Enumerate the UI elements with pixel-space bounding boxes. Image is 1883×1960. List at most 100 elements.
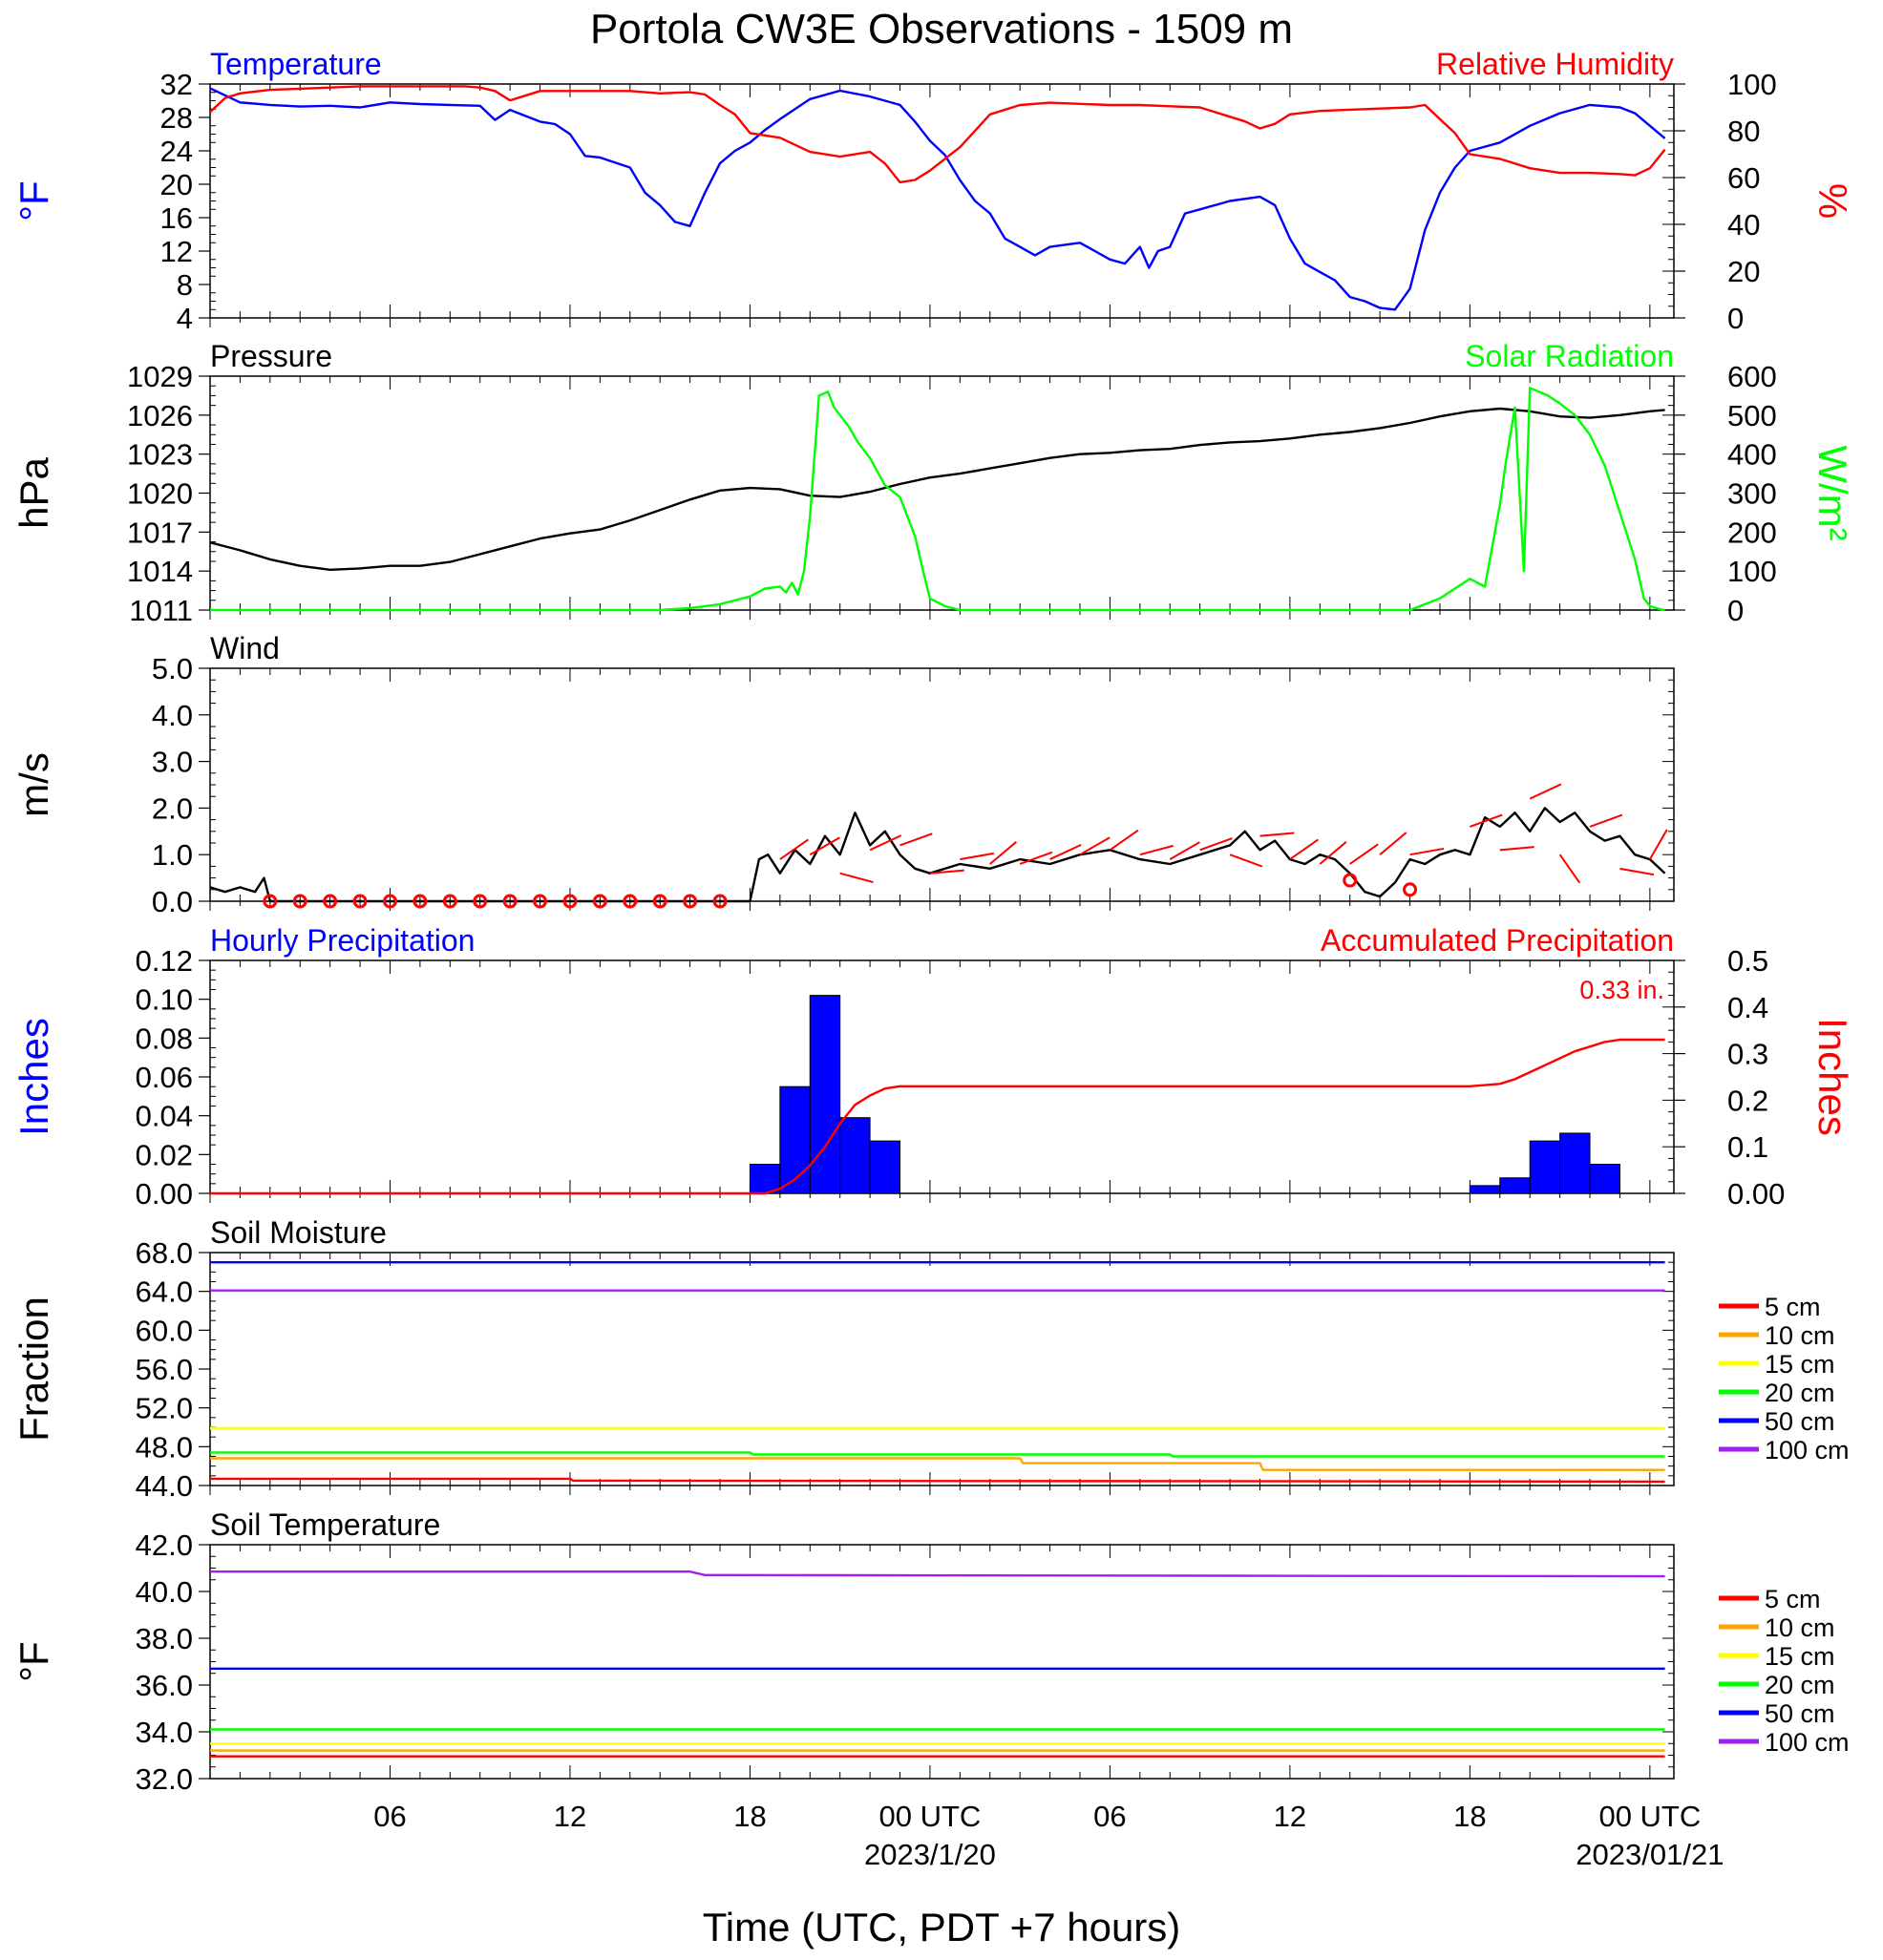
wind-barb — [1019, 851, 1053, 865]
y-tick-label-right: 0.1 — [1727, 1130, 1768, 1164]
wind-barb — [1349, 843, 1379, 865]
calm-wind-marker — [382, 894, 397, 909]
precip-bar — [839, 1117, 871, 1194]
y-tick-label-left: 12 — [160, 235, 193, 268]
calm-wind-marker — [502, 894, 518, 909]
y-tick-label-right: 0 — [1727, 594, 1744, 627]
x-tick-labels: 06 12 18 00 UTC 2023/1/20 06 12 18 00 UTC 2023/01… — [373, 1800, 1724, 1871]
y-tick-label-left: 5.0 — [152, 652, 193, 685]
precip-bar — [1499, 1177, 1531, 1194]
y-tick-label-right: 0.3 — [1727, 1038, 1768, 1071]
panel-title-right: Relative Humidity — [1436, 47, 1674, 81]
legend-label: 5 cm — [1765, 1293, 1821, 1321]
calm-wind-marker — [442, 894, 457, 909]
legend-label: 100 cm — [1765, 1436, 1850, 1465]
y-tick-label-right: 500 — [1727, 399, 1777, 432]
y-tick-label-left: 0.00 — [136, 1177, 193, 1211]
y-tick-label-right: 80 — [1727, 115, 1760, 148]
panel-title-right: Solar Radiation — [1465, 339, 1674, 373]
y-tick-label-left: 3.0 — [152, 746, 193, 779]
y-tick-label-left: 44.0 — [136, 1469, 193, 1503]
legend-label: 20 cm — [1765, 1671, 1835, 1699]
x-tick-label: 00 UTC — [1598, 1800, 1701, 1833]
wind-barb — [1169, 841, 1200, 860]
precip-bar — [779, 1085, 811, 1194]
y-tick-label-left: 1029 — [127, 360, 193, 393]
plot-frame — [209, 1252, 1675, 1486]
y-tick-label-left: 1011 — [129, 594, 193, 627]
y-tick-label-left: 42.0 — [136, 1528, 193, 1562]
y-axis-label-left: m/s — [11, 752, 56, 817]
x-tick-label: 06 — [1093, 1800, 1126, 1833]
series-100-cm — [210, 1570, 1665, 1578]
calm-wind-marker — [263, 894, 278, 909]
panel-soil_moisture: 44.0 48.0 52.0 56.0 60.0 64.0 68.0 Soil Moistur… — [11, 1215, 1850, 1503]
calm-wind-marker — [712, 894, 728, 909]
y-tick-label-left: 36.0 — [136, 1669, 193, 1702]
y-axis-label-right: % — [1810, 183, 1855, 219]
y-tick-label-right: 0.2 — [1727, 1084, 1768, 1117]
precip-bar — [1559, 1132, 1591, 1194]
legend-label: 100 cm — [1765, 1728, 1850, 1757]
y-tick-label-left: 1026 — [127, 399, 193, 432]
precip-bar — [1529, 1140, 1561, 1194]
y-tick-label-left: 16 — [160, 201, 193, 235]
series-temperature — [209, 87, 1666, 311]
series-relative-humidity — [209, 85, 1666, 184]
panel-title-left: Soil Temperature — [210, 1507, 440, 1542]
precip-bar — [1589, 1164, 1620, 1194]
wind-barb — [1558, 854, 1581, 884]
panel-title-left: Temperature — [210, 47, 382, 81]
x-tick-label: 06 — [373, 1800, 406, 1833]
y-tick-label-right: 60 — [1727, 161, 1760, 195]
panel-title-left: Hourly Precipitation — [210, 923, 475, 958]
calm-wind-marker — [683, 894, 698, 909]
calm-wind-marker — [1343, 873, 1358, 888]
y-axis-label-right: W/m² — [1810, 445, 1855, 540]
x-axis-label: Time (UTC, PDT +7 hours) — [703, 1905, 1181, 1949]
y-tick-label-right: 100 — [1727, 68, 1777, 101]
wind-barb — [1199, 837, 1233, 852]
calm-wind-marker — [592, 894, 607, 909]
y-tick-label-left: 1023 — [127, 438, 193, 472]
y-tick-label-left: 1014 — [127, 555, 193, 588]
y-tick-label-left: 0.12 — [136, 944, 193, 978]
y-tick-label-left: 48.0 — [136, 1430, 193, 1464]
x-tick-label: 12 — [554, 1800, 586, 1833]
calm-wind-marker — [413, 894, 428, 909]
series-accumulated-precipitation — [210, 1038, 1665, 1195]
panel-precip: 0.00 0.02 0.04 0.06 0.08 0.10 0.12 0.00 0.1 0.2 0.… — [11, 923, 1855, 1211]
y-tick-label-right: 0.00 — [1727, 1177, 1785, 1211]
series-wind — [209, 807, 1666, 903]
y-tick-label-left: 0.04 — [136, 1100, 193, 1133]
y-tick-label-right: 40 — [1727, 208, 1760, 242]
wind-barb — [809, 836, 840, 856]
wind-barb — [1049, 843, 1082, 860]
y-tick-label-left: 0.02 — [136, 1138, 193, 1171]
wind-barb — [1589, 813, 1623, 828]
x-tick-label: 12 — [1274, 1800, 1306, 1833]
precip-bar — [869, 1140, 901, 1194]
y-axis-label-right: Inches — [1810, 1018, 1855, 1136]
panel-title-right: Accumulated Precipitation — [1321, 923, 1674, 958]
precip-bar — [809, 995, 841, 1194]
wind-barb — [1409, 847, 1445, 856]
wind-barb — [1259, 832, 1295, 837]
calm-wind-marker — [652, 894, 667, 909]
y-tick-label-left: 56.0 — [136, 1353, 193, 1386]
y-tick-label-right: 20 — [1727, 255, 1760, 288]
calm-wind-marker — [533, 894, 548, 909]
y-tick-label-left: 8 — [177, 268, 193, 302]
wind-barb — [1529, 783, 1562, 800]
y-tick-label-left: 20 — [160, 168, 193, 201]
series-20-cm — [210, 1451, 1665, 1458]
y-tick-label-left: 24 — [160, 135, 193, 168]
panel-title-left: Wind — [210, 631, 280, 665]
y-tick-label-right: 300 — [1727, 477, 1777, 511]
plot-frame — [209, 667, 1675, 902]
panel-wind: 0.0 1.0 2.0 3.0 4.0 5.0 Wind m/s — [11, 631, 1675, 918]
precip-bar — [1469, 1185, 1501, 1194]
